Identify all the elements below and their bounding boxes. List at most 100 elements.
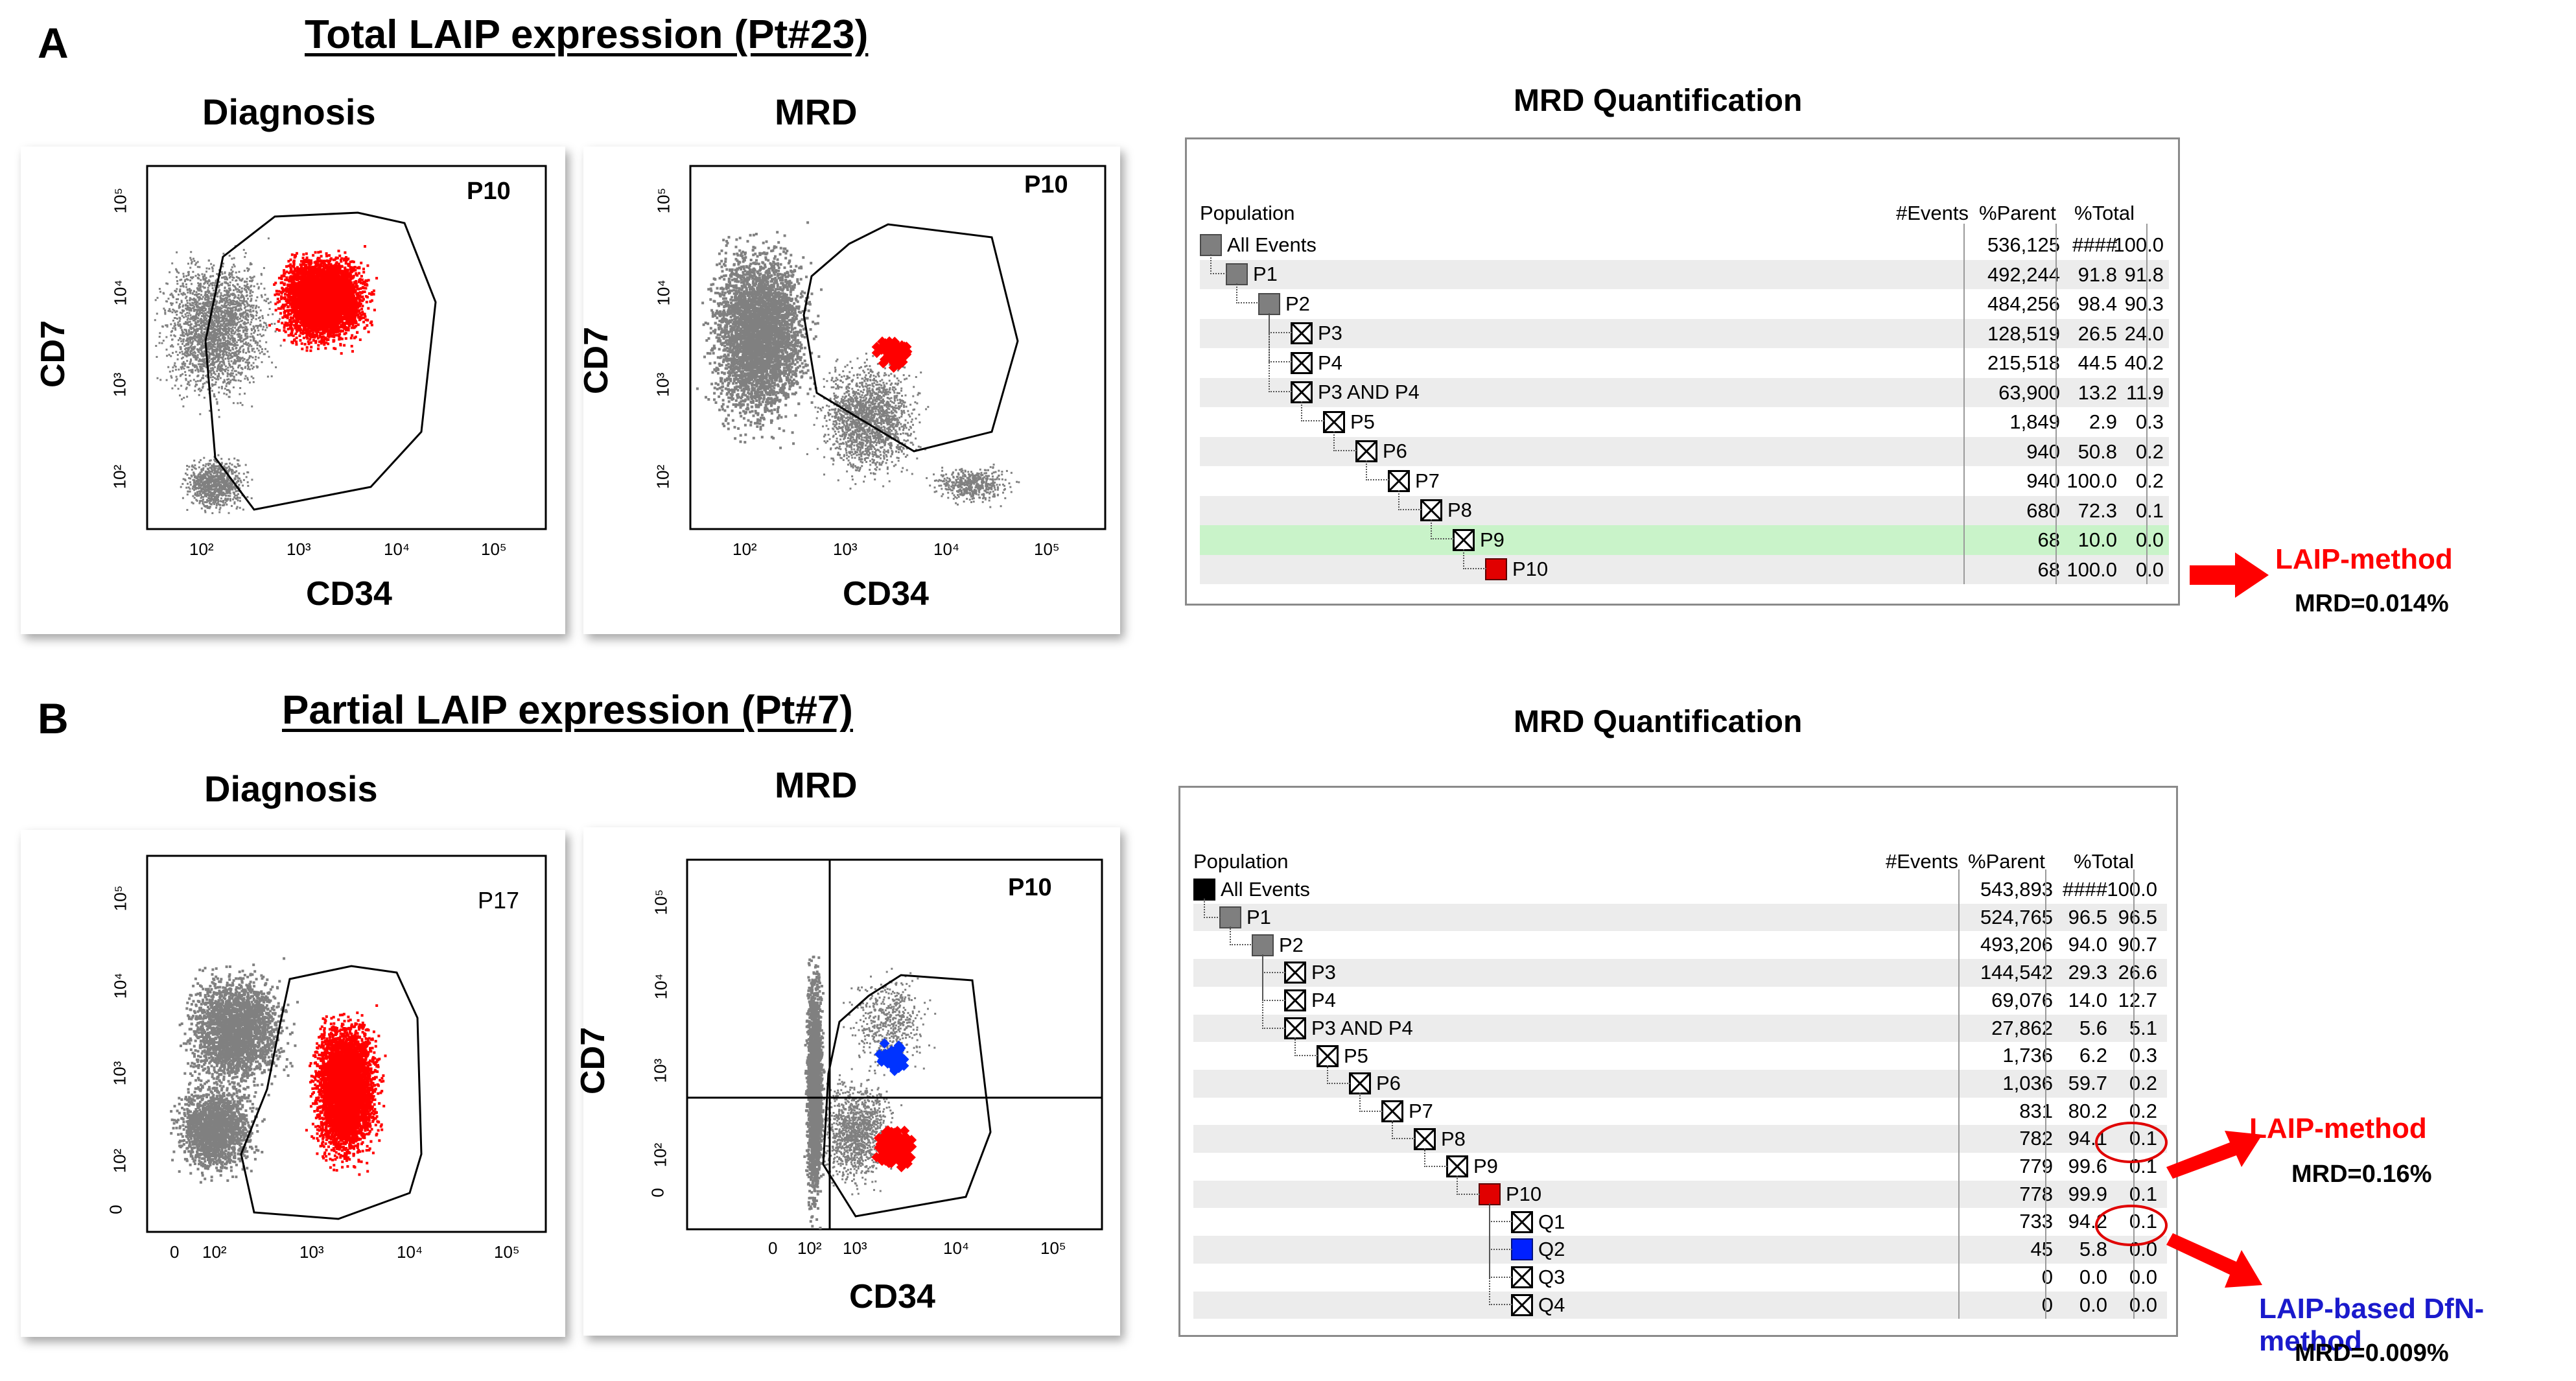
panel-a-letter: A — [38, 18, 69, 67]
population-name: P1 — [1226, 260, 1278, 290]
header-population: Population — [1193, 850, 1289, 873]
tree-connector — [1366, 460, 1389, 480]
table-row: Q3 0 0.0 0.0 — [1193, 1264, 2167, 1292]
cell-total: 12.7 — [2118, 987, 2157, 1015]
tree-connector — [1489, 1203, 1512, 1306]
table-row: P5 1,849 2.9 0.3 — [1200, 407, 2169, 437]
b-diagnosis-gate — [240, 965, 423, 1220]
cell-parent: #### — [2072, 230, 2117, 260]
b-mrd-xtick: 10² — [797, 1238, 822, 1258]
population-label: P3 — [1318, 320, 1342, 347]
cell-parent: 5.6 — [2079, 1015, 2107, 1043]
gate-checkbox-icon — [1414, 1127, 1436, 1150]
table-row: P3 144,542 29.3 26.6 — [1193, 959, 2167, 987]
gate-checkbox-icon — [1511, 1210, 1533, 1233]
population-label: P10 — [1506, 1181, 1541, 1208]
population-label: P10 — [1512, 556, 1548, 583]
panel-a-title: Total LAIP expression (Pt#23) — [305, 12, 868, 58]
b-mrd-xtick: 0 — [768, 1238, 777, 1258]
population-label: P5 — [1344, 1043, 1368, 1070]
b-diag-xtick: 10⁵ — [494, 1242, 520, 1262]
population-label: P3 — [1311, 959, 1336, 986]
b-quant-table: Population #Events %Parent %Total All Events… — [1178, 786, 2178, 1337]
table-row: P10 778 99.9 0.1 — [1193, 1180, 2167, 1209]
population-name: P2 — [1252, 931, 1304, 959]
population-name: P4 — [1291, 348, 1342, 378]
header-events: #Events — [1886, 850, 1958, 873]
a-diag-ylabel: CD7 — [34, 289, 73, 419]
cell-parent: 99.6 — [2068, 1153, 2107, 1181]
cell-parent: 72.3 — [2078, 496, 2117, 526]
b-mrd-gate — [822, 974, 992, 1218]
tree-connector — [1424, 1148, 1447, 1167]
b-mrd-scatter — [803, 955, 937, 1229]
population-label: All Events — [1227, 231, 1317, 259]
header-population: Population — [1200, 202, 1295, 225]
column-divider — [1963, 224, 1965, 584]
population-label: P4 — [1318, 349, 1342, 377]
population-label: Q1 — [1538, 1209, 1565, 1236]
cell-parent: #### — [2063, 876, 2107, 904]
a-diag-ytick: 10⁴ — [111, 279, 131, 305]
population-name: P3 — [1284, 959, 1336, 987]
tree-connector — [1269, 313, 1292, 392]
cell-total: 0.0 — [2136, 525, 2164, 555]
cell-parent: 5.8 — [2079, 1236, 2107, 1264]
a-mrd-title: MRD — [775, 91, 858, 133]
b-mrd-ytick: 10² — [650, 1143, 670, 1168]
a-diag-xtick: 10³ — [287, 539, 311, 560]
population-label: Q3 — [1538, 1264, 1565, 1291]
population-name: P2 — [1258, 289, 1310, 319]
cell-parent: 59.7 — [2068, 1070, 2107, 1098]
table-row: P7 831 80.2 0.2 — [1193, 1098, 2167, 1126]
cell-events: 128,519 — [1987, 319, 2060, 349]
a-mrd-ytick: 10⁴ — [654, 279, 674, 305]
b-mrd-ytick: 10³ — [650, 1059, 670, 1083]
a-mrd-ytick: 10³ — [653, 373, 673, 397]
cell-total: 100.0 — [2107, 876, 2157, 904]
b-circles — [2095, 1122, 2168, 1246]
a-mrd-gate-label: P10 — [1024, 171, 1068, 199]
b-laip-mrd-value: MRD=0.16% — [2291, 1161, 2431, 1188]
population-label: P3 AND P4 — [1318, 379, 1420, 406]
population-label: P5 — [1350, 408, 1375, 436]
population-color-icon — [1226, 263, 1248, 286]
table-row: All Events 536,125 #### 100.0 — [1200, 230, 2169, 260]
population-color-icon — [1511, 1238, 1533, 1261]
a-diag-ytick: 10² — [110, 465, 130, 490]
table-row: P9 68 10.0 0.0 — [1200, 525, 2169, 555]
population-label: P6 — [1383, 438, 1407, 465]
panel-b-letter: B — [38, 694, 69, 743]
b-mrd-plot: P10 0 10² 10³ 10⁴ 10⁵ 10⁵ 10⁴ 10³ 10² 0 … — [574, 827, 1120, 1336]
cell-events: 831 — [2019, 1098, 2053, 1126]
a-diagnosis-gate — [204, 211, 437, 511]
cell-events: 782 — [2019, 1125, 2053, 1153]
gate-checkbox-icon — [1511, 1293, 1533, 1316]
table-row: P10 68 100.0 0.0 — [1200, 554, 2169, 585]
cell-events: 524,765 — [1980, 904, 2053, 932]
cell-parent: 29.3 — [2068, 959, 2107, 987]
gate-checkbox-icon — [1355, 440, 1377, 463]
population-name: Q4 — [1511, 1292, 1565, 1319]
column-divider — [2045, 869, 2046, 1319]
column-divider — [1958, 869, 1960, 1319]
population-label: P2 — [1279, 932, 1304, 959]
table-row: All Events 543,893 #### 100.0 — [1193, 876, 2167, 904]
a-mrd-value: MRD=0.014% — [2295, 590, 2449, 618]
tree-connector — [1359, 1092, 1383, 1112]
table-row: P2 493,206 94.0 90.7 — [1193, 931, 2167, 959]
population-color-icon — [1485, 558, 1507, 581]
cell-total: 91.8 — [2125, 260, 2164, 290]
population-label: P8 — [1447, 497, 1472, 524]
a-diag-ytick: 10³ — [110, 373, 130, 397]
b-diagnosis-scatter — [170, 957, 387, 1184]
cell-parent: 100.0 — [2067, 555, 2117, 585]
cell-parent: 94.2 — [2068, 1208, 2107, 1236]
b-arrow-up-icon — [2166, 1131, 2262, 1179]
population-name: P7 — [1381, 1098, 1433, 1126]
a-arrow-icon — [2190, 552, 2269, 598]
cell-total: 0.1 — [2136, 496, 2164, 526]
cell-parent: 2.9 — [2089, 407, 2117, 437]
cell-parent: 100.0 — [2067, 466, 2117, 496]
gate-checkbox-icon — [1291, 351, 1313, 374]
